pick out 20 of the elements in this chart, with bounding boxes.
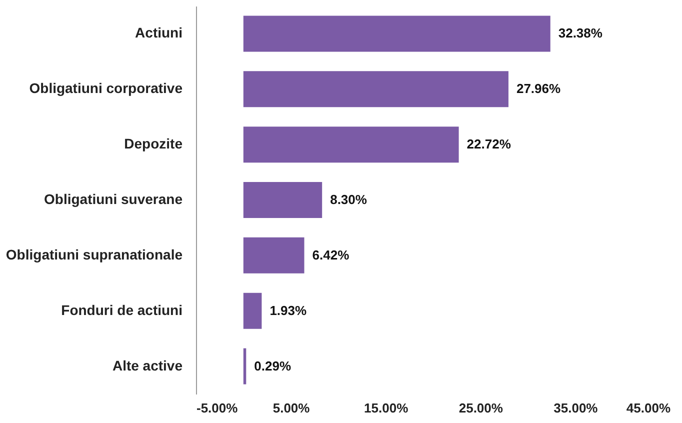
data-label: 0.29%: [254, 358, 292, 374]
x-tick-label: 5.00%: [272, 400, 310, 416]
data-label: 32.38%: [558, 26, 603, 41]
y-tick-label: Actiuni: [135, 24, 182, 41]
y-tick-label: Obligatiuni suverane: [44, 191, 183, 207]
x-tick-label: 25.00%: [458, 400, 504, 416]
y-tick-label: Fonduri de actiuni: [61, 302, 182, 318]
data-label: 27.96%: [516, 81, 561, 96]
x-tick-label: -5.00%: [196, 400, 238, 416]
data-label: 6.42%: [312, 247, 350, 262]
data-label: 1.93%: [270, 302, 307, 318]
data-label: 22.72%: [466, 136, 512, 152]
y-tick-label: Obligatiuni corporative: [29, 80, 183, 96]
x-tick-label: 35.00%: [554, 400, 598, 416]
x-tick-label: 45.00%: [626, 400, 671, 416]
data-label: 8.30%: [330, 192, 368, 207]
y-tick-label: Obligatiuni supranationale: [6, 246, 183, 262]
y-tick-label: Depozite: [124, 136, 183, 152]
y-tick-label: Alte active: [112, 357, 183, 374]
x-tick-label: 15.00%: [364, 400, 409, 416]
